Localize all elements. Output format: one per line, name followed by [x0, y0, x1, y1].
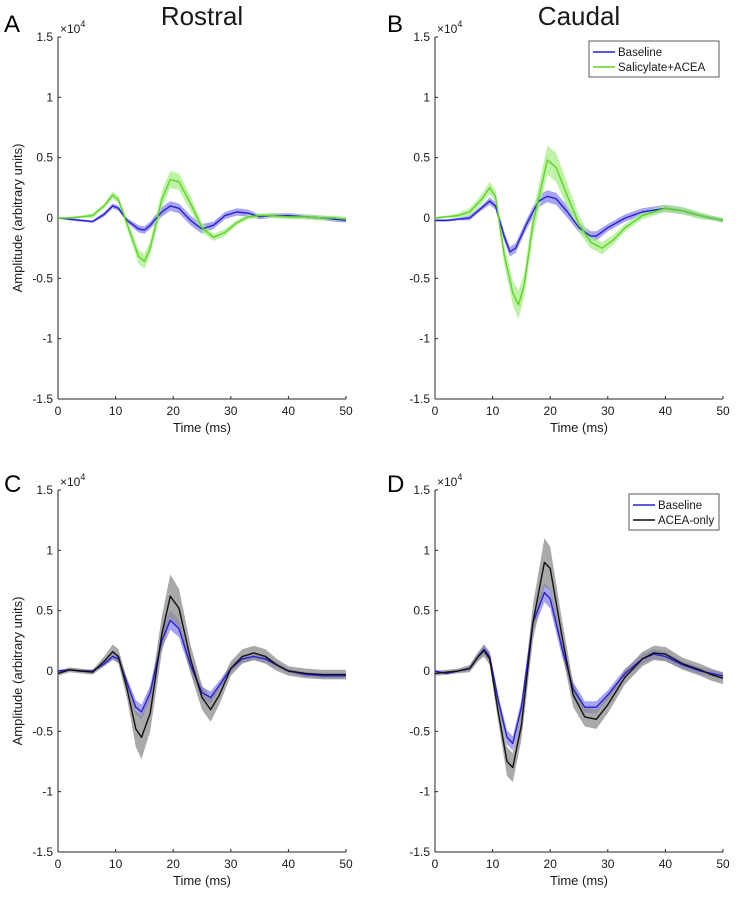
band-acea-only	[58, 574, 346, 760]
x-tick-label: 50	[339, 857, 353, 871]
x-tick-label: 10	[486, 404, 500, 418]
x-axis-label: Time (ms)	[173, 873, 231, 888]
y-tick-label: 0	[46, 211, 53, 225]
legend-label: Baseline	[658, 500, 702, 512]
x-tick-label: 40	[282, 857, 296, 871]
x-tick-label: 40	[659, 404, 673, 418]
y-tick-label: 1	[423, 90, 430, 104]
y-tick-label: 0	[423, 211, 430, 225]
y-exponent-power: 4	[80, 19, 85, 29]
legend-box	[628, 493, 720, 531]
y-tick-label: -1.5	[409, 845, 430, 859]
band-salicylate-acea	[435, 145, 723, 320]
y-tick-label: -1.5	[32, 392, 53, 406]
y-exponent-label: ×104	[437, 19, 462, 36]
line-salicylate-acea	[434, 159, 724, 306]
band-acea-only	[435, 538, 723, 782]
panel-letter: B	[387, 11, 403, 38]
y-exponent-label: ×104	[60, 19, 85, 36]
panel-c: C -1.5 -1 -0.5 0 0.5 1 1.5 0 10 20 30 40 50 ×104 Time (…	[4, 471, 353, 888]
x-tick-label: 30	[601, 404, 615, 418]
line-acea-only	[434, 561, 724, 769]
y-tick-label: -0.5	[409, 724, 430, 738]
y-tick-label: 1.5	[413, 483, 430, 497]
x-tick-label: 40	[659, 857, 673, 871]
y-tick-label: -1	[42, 785, 53, 799]
x-tick-label: 30	[224, 857, 238, 871]
y-tick-label: 0.5	[413, 151, 430, 165]
legend-label: Salicylate+ACEA	[618, 62, 706, 74]
x-tick-label: 0	[55, 404, 62, 418]
y-tick-label: 0.5	[36, 604, 53, 618]
x-axis-label: Time (ms)	[550, 873, 608, 888]
y-tick-label: 0	[46, 664, 53, 678]
legend-box	[588, 40, 720, 78]
x-tick-label: 0	[55, 857, 62, 871]
line-acea-only	[57, 595, 346, 739]
legend-label: ACEA-only	[658, 515, 714, 527]
y-tick-label: 0	[423, 664, 430, 678]
panel-title: Rostral	[161, 1, 243, 31]
y-tick-label: -0.5	[409, 271, 430, 285]
x-tick-label: 20	[544, 857, 558, 871]
band-baseline	[435, 582, 723, 751]
y-tick-label: -0.5	[32, 271, 53, 285]
x-tick-label: 20	[167, 404, 181, 418]
y-tick-label: 1	[423, 543, 430, 557]
panel-letter: A	[4, 11, 20, 38]
y-tick-label: -1.5	[32, 845, 53, 859]
y-exponent-power: 4	[457, 19, 462, 29]
x-axis-label: Time (ms)	[173, 420, 231, 435]
y-exponent-power: 4	[80, 472, 85, 482]
x-tick-label: 20	[544, 404, 558, 418]
panel-title: Caudal	[538, 1, 620, 31]
x-tick-label: 10	[109, 404, 123, 418]
panel-letter: C	[4, 471, 21, 498]
x-tick-label: 10	[486, 857, 500, 871]
x-tick-label: 0	[432, 857, 439, 871]
y-exponent-power: 4	[457, 472, 462, 482]
y-tick-label: 1	[46, 90, 53, 104]
y-tick-label: -1	[42, 332, 53, 346]
y-exponent-label: ×104	[60, 472, 85, 489]
y-axis-label: Amplitude (arbitrary units)	[10, 597, 25, 746]
x-tick-label: 40	[282, 404, 296, 418]
y-exponent-label: ×104	[437, 472, 462, 489]
band-salicylate-acea	[58, 170, 346, 269]
y-tick-label: 0.5	[36, 151, 53, 165]
x-tick-label: 0	[432, 404, 439, 418]
y-tick-label: 1.5	[413, 30, 430, 44]
x-axis-label: Time (ms)	[550, 420, 608, 435]
x-tick-label: 50	[339, 404, 353, 418]
y-tick-label: -0.5	[32, 724, 53, 738]
legend: Baseline Salicylate+ACEA	[588, 40, 720, 78]
panel-b: B Caudal -1.5 -1 -0.5 0 0.5 1 1.5 0 10 20 30 40 50 ×104…	[387, 1, 730, 435]
panel-a: A Rostral -1.5 -1 -0.5 0 0.5 1 1.5 0 10 20 30 40 50 ×10…	[4, 1, 353, 435]
x-tick-label: 30	[601, 857, 615, 871]
panel-letter: D	[387, 471, 404, 498]
y-tick-label: 1.5	[36, 30, 53, 44]
x-tick-label: 20	[167, 857, 181, 871]
y-tick-label: 1	[46, 543, 53, 557]
x-tick-label: 50	[716, 404, 730, 418]
legend: Baseline ACEA-only	[628, 493, 720, 531]
y-tick-label: 1.5	[36, 483, 53, 497]
y-axis-label: Amplitude (arbitrary units)	[10, 144, 25, 293]
y-tick-label: -1	[419, 785, 430, 799]
x-tick-label: 50	[716, 857, 730, 871]
y-tick-label: -1	[419, 332, 430, 346]
x-tick-label: 10	[109, 857, 123, 871]
y-tick-label: -1.5	[409, 392, 430, 406]
x-tick-label: 30	[224, 404, 238, 418]
panel-d: D -1.5 -1 -0.5 0 0.5 1 1.5 0 10 20 30 40 50 ×104 Time (…	[387, 471, 730, 888]
y-tick-label: 0.5	[413, 604, 430, 618]
line-salicylate-acea	[58, 178, 347, 263]
legend-label: Baseline	[618, 47, 662, 59]
line-baseline	[57, 205, 347, 231]
